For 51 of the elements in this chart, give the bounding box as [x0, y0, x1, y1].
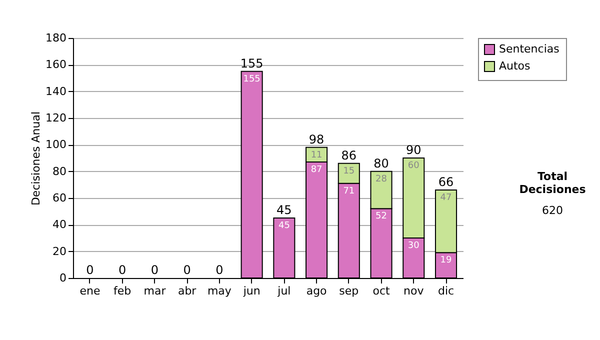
total-label: 80 [374, 156, 389, 170]
y-tick-label: 160 [46, 58, 66, 72]
x-tick-label: dic [438, 284, 454, 298]
text: Total Decisiones [518, 170, 587, 196]
data-label: 52 [376, 212, 388, 222]
total-label: 0 [216, 263, 224, 277]
total-label: 0 [118, 263, 126, 277]
legend-label: Autos [499, 60, 531, 72]
total-label: 98 [308, 132, 324, 146]
x-tick-label: feb [114, 284, 132, 298]
data-label: 28 [376, 174, 388, 184]
data-label: 87 [310, 165, 322, 175]
y-tick-label: 0 [60, 272, 66, 284]
x-tick-label: jun [242, 284, 260, 298]
x-tick-label: mar [144, 284, 166, 298]
total-label: 45 [276, 203, 292, 217]
x-tick-label: nov [404, 284, 424, 298]
y-axis-title: Decisiones Anual [30, 111, 43, 206]
data-label: 71 [343, 186, 355, 196]
x-tick-label: may [207, 284, 232, 298]
y-tick-label: 120 [46, 112, 66, 124]
data-label: 45 [278, 221, 290, 231]
y-tick-label: 140 [46, 84, 66, 98]
data-label: 47 [440, 193, 452, 203]
y-tick-label: 100 [46, 138, 66, 152]
y-tick-label: 20 [52, 244, 66, 258]
x-tick-label: ene [80, 284, 100, 298]
y-tick-label: 60 [52, 192, 66, 204]
total-label: 66 [438, 175, 454, 189]
x-tick-label: oct [372, 284, 391, 298]
total-label: 0 [183, 263, 191, 277]
x-tick-label: abr [178, 284, 197, 298]
total-label: 0 [86, 263, 94, 277]
y-tick-label: 180 [46, 32, 66, 44]
y-tick-label: 40 [52, 218, 66, 232]
x-tick-label: jul [276, 284, 291, 298]
data-label: 15 [343, 166, 355, 176]
data-label: 155 [243, 74, 260, 84]
y-tick-label: 80 [52, 164, 66, 178]
text: 620 [541, 204, 564, 217]
data-label: 11 [310, 150, 322, 160]
data-label: 60 [408, 161, 420, 171]
total-label: 90 [406, 143, 422, 157]
data-label: 19 [440, 256, 452, 266]
x-tick-label: sep [339, 284, 359, 298]
legend-label: Sentencias [499, 42, 560, 56]
total-label: 155 [240, 56, 264, 70]
data-label: 30 [408, 241, 420, 251]
total-label: 0 [150, 263, 159, 277]
total-label: 86 [341, 148, 357, 162]
x-tick-label: ago [306, 284, 328, 298]
